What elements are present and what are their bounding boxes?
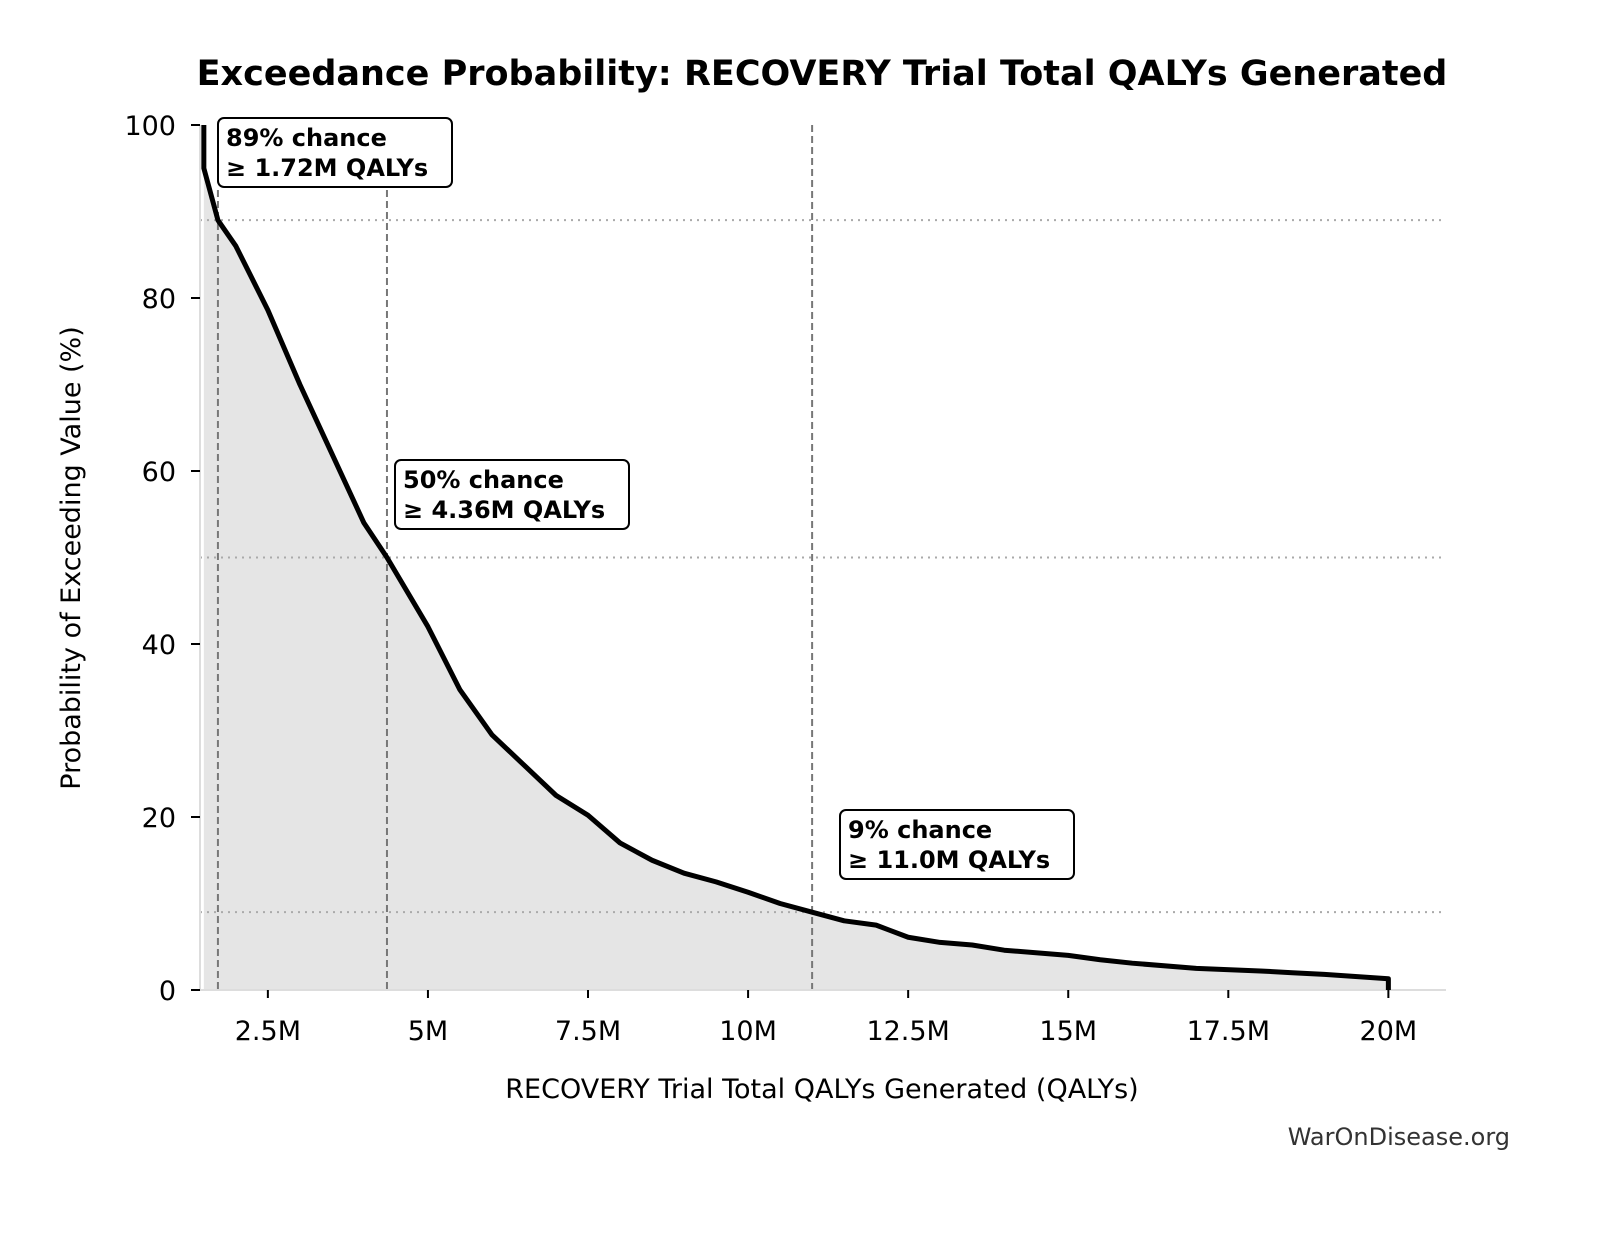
annotation-line1: 50% chance [403,466,564,494]
annotation-line2: ≥ 11.0M QALYs [848,846,1050,874]
x-tick-label: 2.5M [235,1016,301,1047]
y-axis-label: Probability of Exceeding Value (%) [56,326,87,789]
x-tick-label: 5M [408,1016,448,1047]
y-tick-label: 80 [142,284,176,315]
x-tick-label: 15M [1039,1016,1097,1047]
annotation-line1: 89% chance [226,124,387,152]
annotation-box-2 [839,809,1075,880]
x-tick-label: 7.5M [555,1016,621,1047]
exceedance-area-fill [203,125,1389,990]
x-tick-label: 17.5M [1187,1016,1270,1047]
annotation-box-1 [394,459,630,530]
y-tick-label: 0 [159,976,176,1007]
footer-source: WarOnDisease.org [1288,1123,1510,1151]
exceedance-curve [201,125,1391,990]
annotation-line2: ≥ 4.36M QALYs [403,496,605,524]
x-axis-label: RECOVERY Trial Total QALYs Generated (QA… [505,1074,1138,1105]
x-tick-label: 20M [1360,1016,1418,1047]
y-tick-label: 20 [142,803,176,834]
chart-title: Exceedance Probability: RECOVERY Trial T… [197,54,1448,94]
annotation-box-0 [217,117,453,188]
y-tick-label: 40 [142,630,176,661]
x-tick-label: 12.5M [866,1016,949,1047]
y-tick-label: 100 [124,111,176,142]
y-tick-label: 60 [142,457,176,488]
x-tick-label: 10M [719,1016,777,1047]
annotation-line2: ≥ 1.72M QALYs [226,154,428,182]
annotation-line1: 9% chance [848,816,992,844]
